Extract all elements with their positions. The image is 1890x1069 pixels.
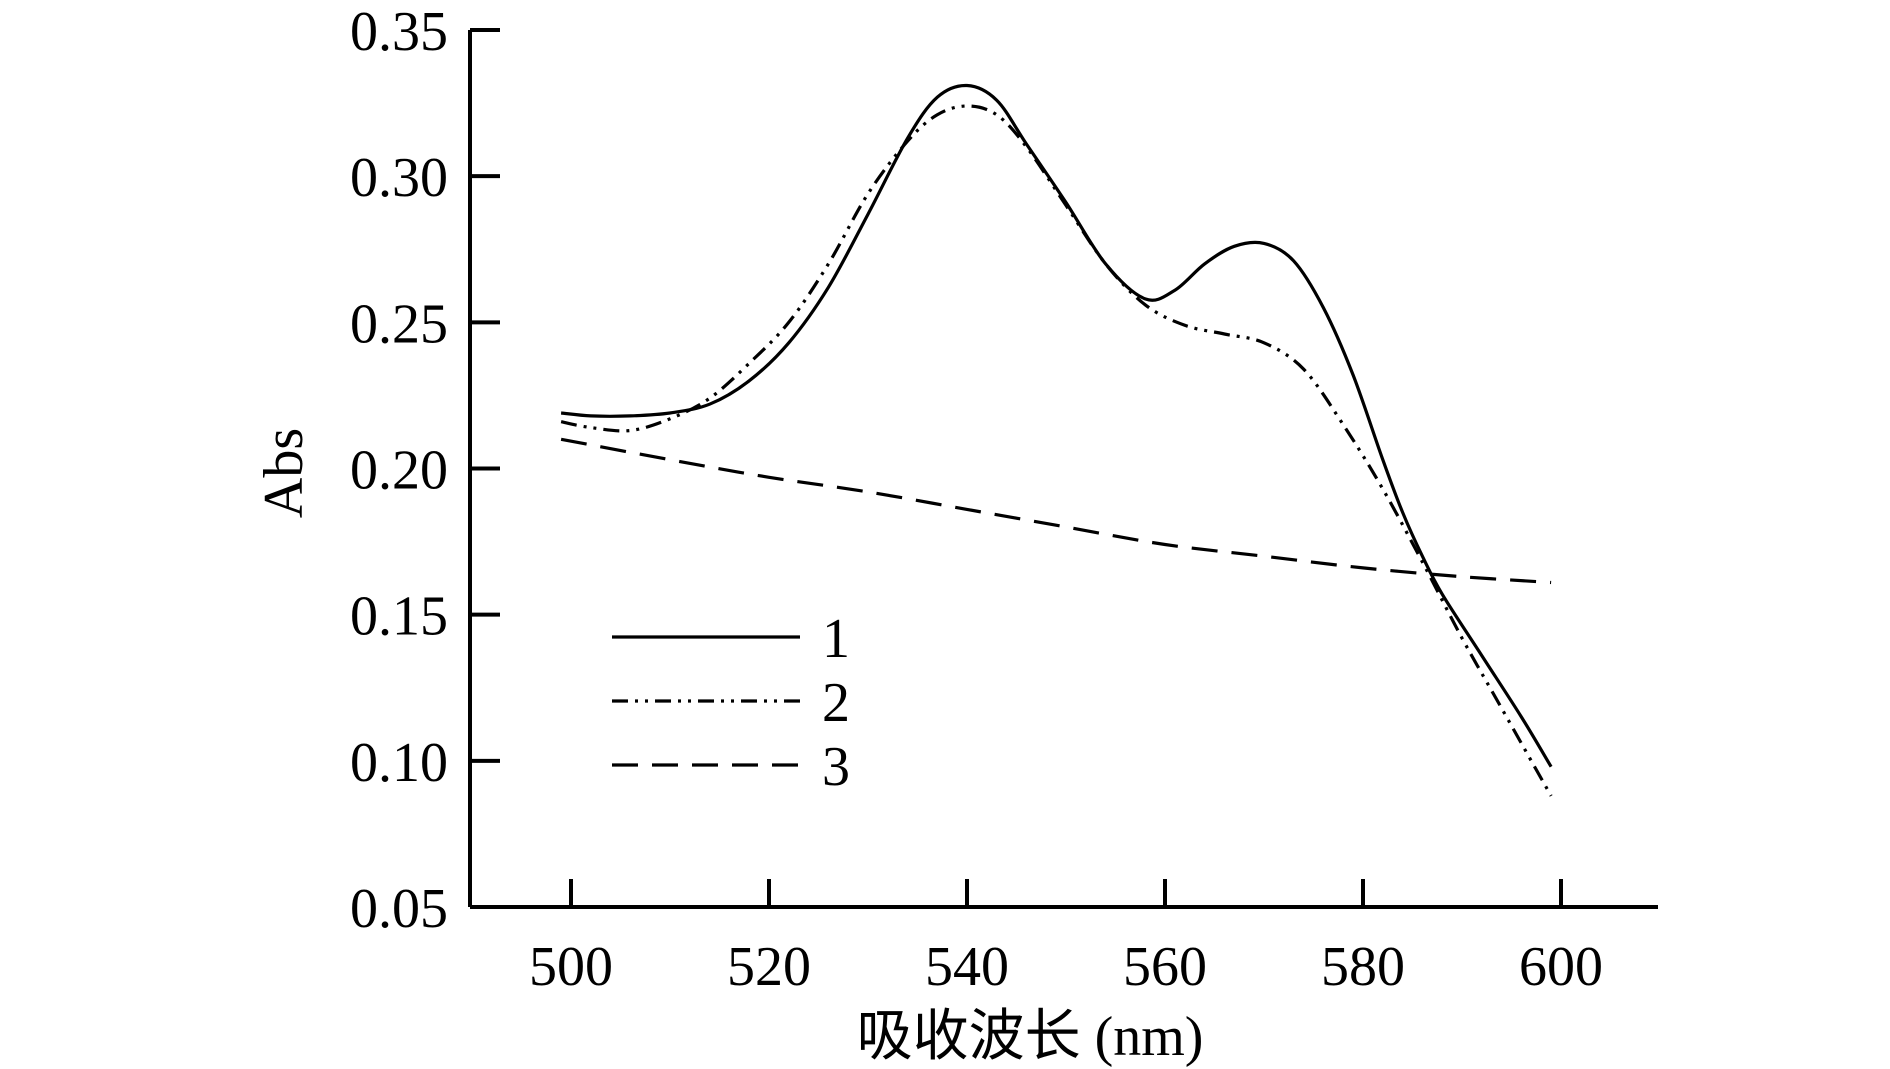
x-ticks: 500 520 540 560 580 600 [529, 879, 1603, 998]
y-tick-label: 0.10 [350, 732, 448, 794]
axes [468, 30, 1658, 909]
y-tick-label: 0.20 [350, 440, 448, 502]
x-tick-label: 560 [1123, 936, 1207, 998]
series-line-1 [560, 83, 1553, 768]
series-lines [560, 83, 1553, 797]
y-axis-title: Abs [253, 428, 315, 518]
y-tick-label: 0.30 [350, 147, 448, 209]
x-tick-label: 580 [1321, 936, 1405, 998]
y-tick-label: 0.15 [350, 586, 448, 648]
legend-label-1: 1 [822, 608, 850, 670]
x-tick-label: 520 [727, 936, 811, 998]
series-line-2 [560, 104, 1553, 797]
legend: 123 [612, 608, 850, 798]
y-tick-label: 0.05 [350, 878, 448, 940]
legend-label-2: 2 [822, 672, 850, 734]
y-tick-label: 0.35 [350, 1, 448, 63]
y-tick-label: 0.25 [350, 293, 448, 355]
x-tick-label: 540 [925, 936, 1009, 998]
series-line-3 [560, 437, 1552, 585]
legend-label-3: 3 [822, 736, 850, 798]
x-axis-title: 吸收波长 (nm) [857, 1006, 1204, 1068]
x-tick-label: 600 [1519, 936, 1603, 998]
y-ticks: 0.05 0.10 0.15 0.20 0.25 0.30 0.35 [350, 1, 500, 940]
x-tick-label: 500 [529, 936, 613, 998]
